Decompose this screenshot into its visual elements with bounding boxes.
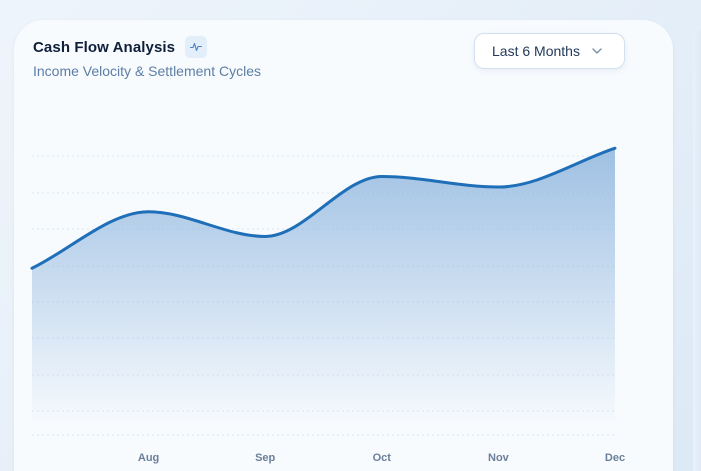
- x-axis-ticks: Aug Sep Oct Nov Dec: [138, 452, 625, 464]
- title-row: Cash Flow Analysis: [33, 36, 208, 58]
- series-area: [32, 148, 615, 420]
- x-tick-oct: Oct: [373, 452, 392, 464]
- chart-title: Cash Flow Analysis: [33, 38, 176, 56]
- data-point-nov: [495, 184, 501, 190]
- x-tick-dec: Dec: [605, 452, 625, 464]
- data-point-jul: [29, 265, 35, 271]
- adjacent-panel-edge: [693, 30, 701, 471]
- period-select[interactable]: Last 6 Months: [474, 33, 625, 69]
- data-point-aug: [146, 209, 152, 215]
- series-line: [30, 146, 617, 270]
- chevron-down-icon: [592, 48, 602, 54]
- x-tick-aug: Aug: [138, 452, 159, 464]
- chart-subtitle: Income Velocity & Settlement Cycles: [33, 63, 261, 79]
- x-tick-nov: Nov: [488, 452, 510, 464]
- data-point-sep: [262, 233, 268, 239]
- x-tick-sep: Sep: [255, 452, 275, 464]
- data-point-dec: [612, 145, 618, 151]
- period-select-label: Last 6 Months: [492, 43, 580, 59]
- activity-pulse-icon: [185, 36, 208, 58]
- data-point-oct: [379, 173, 385, 179]
